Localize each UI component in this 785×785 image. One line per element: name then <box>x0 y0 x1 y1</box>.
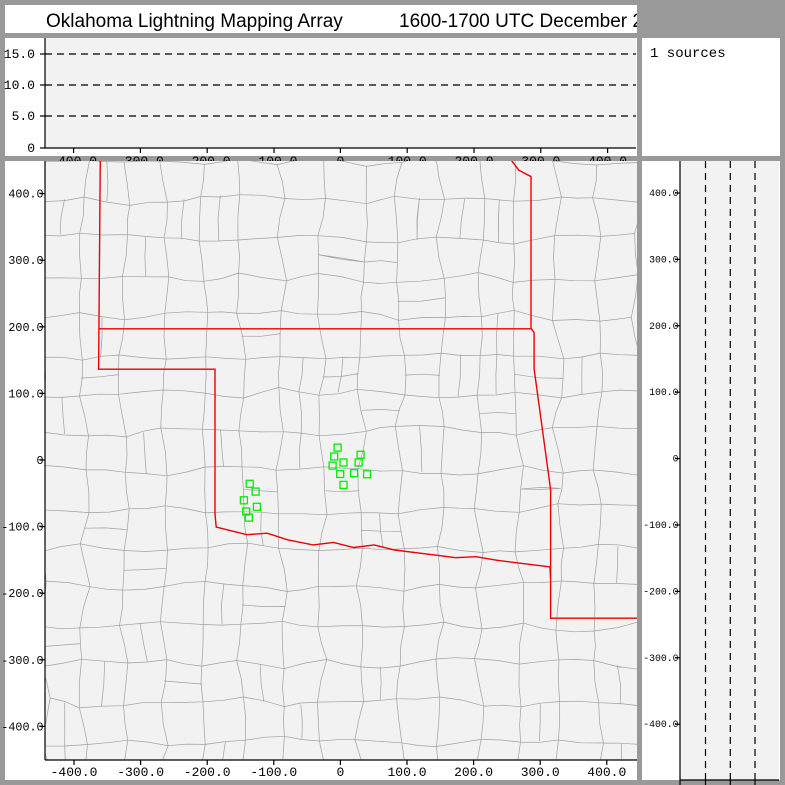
svg-text:200.0: 200.0 <box>649 321 679 332</box>
svg-text:200.0: 200.0 <box>8 321 43 335</box>
svg-text:-100.0: -100.0 <box>1 521 43 535</box>
svg-text:400.0: 400.0 <box>587 765 626 780</box>
svg-text:300.0: 300.0 <box>521 765 560 780</box>
svg-text:-300.0: -300.0 <box>117 765 164 780</box>
svg-text:100.0: 100.0 <box>387 765 426 780</box>
svg-text:100.0: 100.0 <box>8 387 43 401</box>
svg-text:Oklahoma Lightning Mapping Arr: Oklahoma Lightning Mapping Array <box>46 11 343 32</box>
svg-text:400.0: 400.0 <box>8 188 43 202</box>
svg-text:15.0: 15.0 <box>4 47 35 62</box>
svg-text:300.0: 300.0 <box>649 254 679 265</box>
svg-text:1 sources: 1 sources <box>650 46 726 62</box>
svg-text:1600-1700 UTC December 26, 20: 1600-1700 UTC December 26, 2014 <box>399 11 637 32</box>
svg-text:0: 0 <box>36 454 43 468</box>
svg-text:0: 0 <box>336 765 344 780</box>
svg-text:-400.0: -400.0 <box>51 765 98 780</box>
svg-text:-200.0: -200.0 <box>1 587 43 601</box>
svg-text:300.0: 300.0 <box>8 254 43 268</box>
svg-text:-200.0: -200.0 <box>643 586 678 597</box>
svg-text:-100.0: -100.0 <box>250 765 297 780</box>
svg-text:-100.0: -100.0 <box>643 520 678 531</box>
svg-text:-300.0: -300.0 <box>643 653 678 664</box>
svg-text:0: 0 <box>27 141 35 156</box>
svg-text:100.0: 100.0 <box>649 387 679 398</box>
svg-text:10.0: 10.0 <box>4 78 35 93</box>
svg-text:5.0: 5.0 <box>12 109 35 124</box>
svg-text:-400.0: -400.0 <box>1 720 43 734</box>
svg-text:200.0: 200.0 <box>454 765 493 780</box>
svg-text:0: 0 <box>673 454 679 465</box>
svg-text:-300.0: -300.0 <box>1 654 43 668</box>
svg-text:-400.0: -400.0 <box>643 719 678 730</box>
svg-text:400.0: 400.0 <box>649 188 679 199</box>
svg-text:-200.0: -200.0 <box>184 765 231 780</box>
